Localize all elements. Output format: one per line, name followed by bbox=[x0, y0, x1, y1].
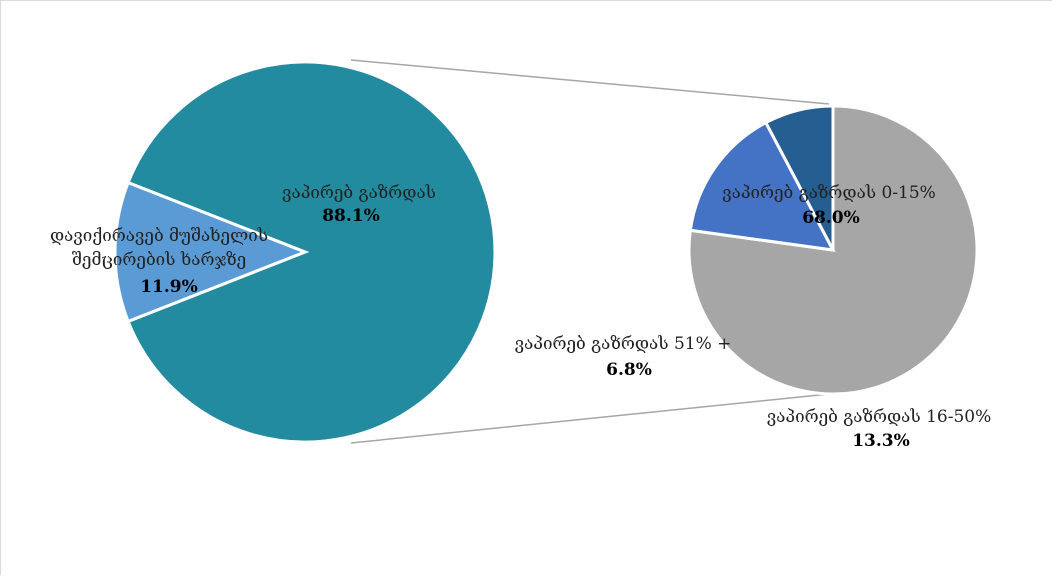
slice-increase-16-50 bbox=[688, 120, 836, 252]
slice-increase-51-plus bbox=[763, 104, 835, 251]
slice-label-increase: ვაპირებ გაზრდას bbox=[282, 183, 436, 203]
slice-increase-0-15 bbox=[687, 104, 979, 396]
slice-value-16-50: 13.3% bbox=[852, 431, 910, 451]
slice-label-hire-line2: შემცირების ხარჯზე bbox=[72, 250, 246, 270]
slice-value-51-plus: 6.8% bbox=[606, 360, 652, 380]
slice-label-hire-line1: დავიქირავებ მუშახელის bbox=[50, 226, 268, 246]
slice-value-0-15: 68.0% bbox=[802, 208, 860, 228]
slice-value-increase: 88.1% bbox=[322, 206, 380, 226]
slice-label-51-plus: ვაპირებ გაზრდას 51% + bbox=[515, 334, 732, 354]
slice-increase bbox=[126, 60, 497, 444]
connector-line-top bbox=[350, 59, 830, 105]
slice-value-hire: 11.9% bbox=[140, 277, 198, 297]
slice-hire-reduce bbox=[113, 180, 310, 324]
connector-line-bottom bbox=[350, 393, 830, 444]
slice-label-16-50: ვაპირებ გაზრდას 16-50% bbox=[767, 407, 991, 427]
slice-label-0-15: ვაპირებ გაზრდას 0-15% bbox=[722, 183, 936, 203]
